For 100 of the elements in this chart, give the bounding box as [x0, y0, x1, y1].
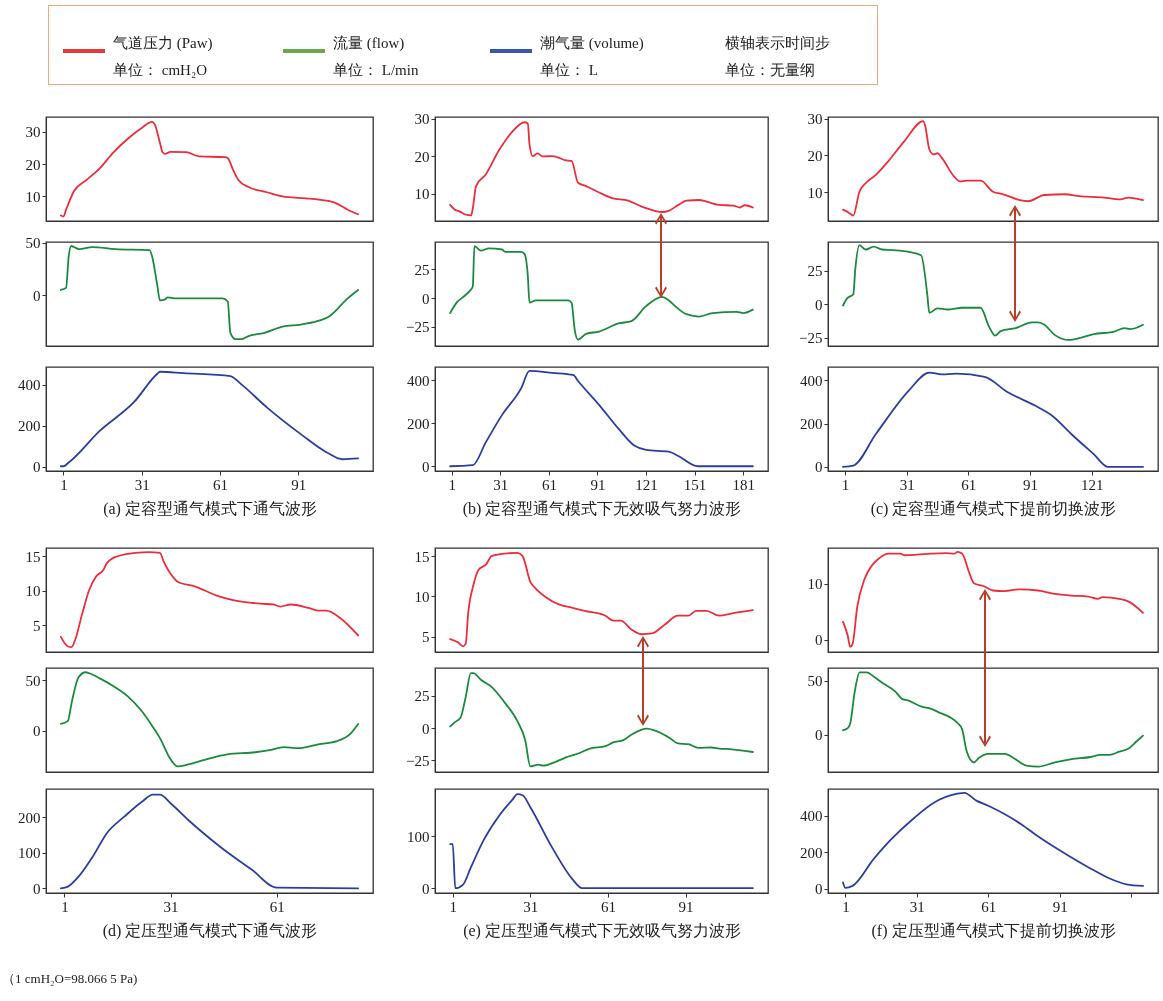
y-tick-label: 10 — [414, 186, 430, 203]
legend-label: 气道压力 (Paw) 单位： cmH₂O — [113, 34, 213, 80]
x-axis-title: (c) 定容型通气模式下提前切换波形 — [870, 499, 1117, 518]
y-tick-label: 25 — [414, 261, 430, 278]
legend-label: 潮气量 (volume) 单位： L — [540, 34, 644, 80]
text: 单位：无量纲 — [725, 61, 815, 80]
y-tick-label: 50 — [25, 235, 41, 252]
line-series — [449, 551, 754, 648]
y-tick-label: 10 — [807, 576, 823, 593]
x-tick-label: 1 — [61, 898, 69, 915]
y-tick-label: 10 — [25, 188, 41, 205]
line-series — [449, 369, 754, 468]
line-series — [449, 672, 754, 768]
y-tick-label: 20 — [414, 148, 430, 165]
y-tick-label: 30 — [414, 111, 430, 128]
x-axis-title: (b) 定容型通气模式下无效吸气努力波形 — [462, 499, 742, 518]
x-tick-label: 61 — [269, 898, 285, 915]
x-tick-label: 121 — [635, 476, 658, 493]
y-tick-label: 0 — [815, 881, 823, 898]
y-tick-label: 5 — [422, 629, 430, 646]
y-tick-label: 25 — [807, 263, 823, 280]
line-series — [842, 671, 1144, 768]
text: （1 cmH₂O=98.066 5 Pa) — [2, 970, 138, 988]
y-tick-label: 0 — [815, 632, 823, 649]
legend-label: 流量 (flow) 单位： L/min — [333, 34, 419, 80]
line-series — [842, 371, 1144, 468]
y-tick-label: −25 — [406, 752, 430, 769]
y-tick-label: 0 — [815, 296, 823, 313]
line-series — [449, 245, 754, 341]
y-tick-label: 0 — [422, 458, 430, 475]
x-tick-label: 31 — [134, 476, 150, 493]
line-series — [59, 245, 360, 341]
line-series — [842, 244, 1144, 341]
x-tick-label: 61 — [600, 898, 616, 915]
x-tick-label: 61 — [212, 476, 228, 493]
y-tick-label: 400 — [800, 808, 823, 825]
line-series — [59, 551, 360, 649]
x-tick-label: 31 — [523, 898, 539, 915]
x-axis-title: (d) 定压型通气模式下通气波形 — [102, 921, 318, 940]
y-tick-label: 0 — [815, 459, 823, 476]
y-tick-label: 15 — [25, 548, 41, 565]
y-tick-label: −25 — [799, 330, 823, 347]
x-tick-label: 151 — [683, 476, 707, 493]
y-tick-label: 200 — [18, 418, 41, 435]
text: 横轴表示时间步 — [725, 34, 830, 53]
y-tick-label: 0 — [422, 290, 430, 307]
x-tick-label: 1 — [842, 898, 850, 915]
y-tick-label: 25 — [414, 688, 430, 705]
y-tick-label: 0 — [815, 727, 823, 744]
y-tick-label: 50 — [25, 672, 41, 689]
x-tick-label: 31 — [899, 476, 915, 493]
y-tick-label: 200 — [407, 415, 430, 432]
x-tick-label: 61 — [981, 898, 997, 915]
y-tick-label: 20 — [25, 156, 41, 173]
line-series — [449, 793, 754, 890]
x-tick-label: 91 — [1052, 898, 1068, 915]
y-tick-label: 20 — [807, 147, 823, 164]
line-series — [59, 370, 360, 468]
x-tick-label: 31 — [163, 898, 179, 915]
x-tick-label: 121 — [1080, 476, 1104, 493]
y-tick-label: 0 — [33, 287, 41, 304]
y-tick-label: 200 — [18, 809, 41, 826]
y-tick-label: 30 — [25, 124, 41, 141]
y-tick-label: 10 — [414, 588, 430, 605]
y-tick-label: 0 — [422, 880, 430, 897]
y-tick-label: 0 — [422, 720, 430, 737]
y-tick-label: 100 — [407, 828, 430, 845]
x-tick-label: 31 — [909, 898, 925, 915]
x-tick-label: 1 — [449, 898, 457, 915]
y-tick-label: 200 — [800, 416, 823, 433]
y-tick-label: 0 — [33, 880, 41, 897]
y-tick-label: 400 — [800, 372, 823, 389]
line-series — [842, 551, 1144, 648]
y-tick-label: 15 — [414, 548, 430, 565]
x-tick-label: 61 — [541, 476, 557, 493]
y-tick-label: 5 — [33, 617, 41, 634]
x-tick-label: 61 — [961, 476, 977, 493]
x-tick-label: 1 — [448, 476, 457, 493]
y-tick-label: 200 — [800, 844, 823, 861]
y-tick-label: 0 — [33, 723, 41, 740]
x-tick-label: 91 — [1022, 476, 1038, 493]
x-axis-title: (e) 定压型通气模式下无效吸气努力波形 — [463, 921, 741, 940]
y-tick-label: 10 — [25, 583, 41, 600]
line-series — [449, 121, 754, 217]
y-tick-label: 10 — [807, 184, 823, 201]
x-tick-label: 91 — [291, 476, 307, 493]
y-tick-label: −25 — [406, 319, 430, 336]
y-tick-label: 0 — [33, 459, 41, 476]
line-series — [842, 120, 1144, 217]
y-tick-label: 100 — [18, 845, 41, 862]
x-tick-label: 1 — [841, 476, 850, 493]
x-tick-label: 1 — [60, 476, 68, 493]
x-tick-label: 31 — [493, 476, 509, 493]
line-series — [59, 671, 360, 768]
y-tick-label: 30 — [807, 111, 823, 128]
y-tick-label: 50 — [807, 673, 823, 690]
x-axis-title: (f) 定压型通气模式下提前切换波形 — [871, 921, 1116, 940]
line-series — [59, 793, 360, 890]
x-tick-label: 91 — [590, 476, 606, 493]
x-axis-title: (a) 定容型通气模式下通气波形 — [103, 499, 317, 518]
